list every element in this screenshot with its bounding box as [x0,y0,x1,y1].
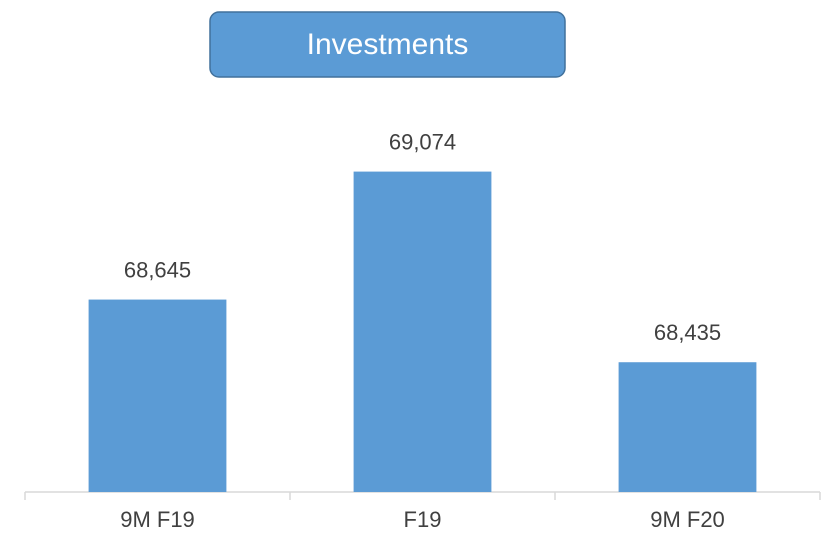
bar [353,171,492,492]
bar [88,299,227,492]
x-tick-label: F19 [404,507,442,532]
x-tick-label: 9M F19 [120,507,195,532]
value-label: 68,435 [654,320,721,345]
chart-title: Investments [307,28,469,61]
value-label: 69,074 [389,129,456,154]
value-label: 68,645 [124,257,191,282]
bar [618,362,757,492]
x-tick-label: 9M F20 [650,507,725,532]
title-box [209,11,566,78]
